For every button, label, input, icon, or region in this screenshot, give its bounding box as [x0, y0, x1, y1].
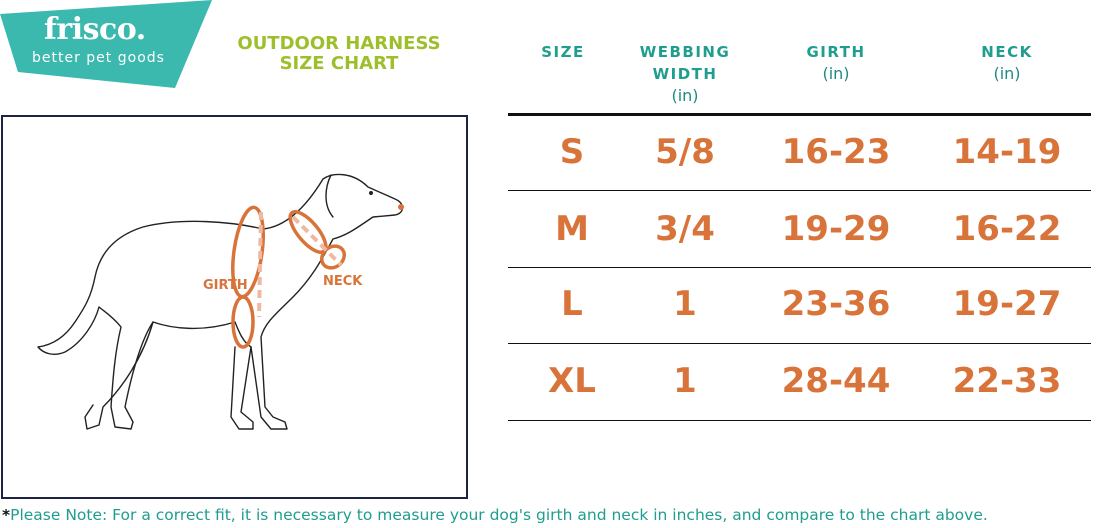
cell-neck: 22-33: [952, 361, 1062, 401]
row-divider: [508, 343, 1091, 344]
header-divider: [508, 113, 1091, 116]
header-girth: GIRTH (in): [806, 43, 866, 83]
row-divider: [508, 267, 1091, 268]
cell-size: S: [559, 132, 585, 172]
logo-name: frisco.: [44, 12, 146, 47]
logo-tagline: better pet goods: [32, 50, 165, 66]
cell-girth: 23-36: [781, 284, 891, 324]
cell-size: L: [561, 284, 583, 324]
frisco-logo: frisco. better pet goods: [0, 0, 220, 92]
cell-webbing-width: 1: [673, 361, 697, 401]
girth-label: GIRTH: [203, 278, 248, 293]
cell-webbing-width: 5/8: [655, 132, 715, 172]
header-neck: NECK (in): [981, 43, 1033, 83]
cell-girth: 19-29: [781, 209, 891, 249]
dog-measurement-diagram: GIRTH NECK: [1, 115, 468, 499]
header-webbing-width: WEBBING WIDTH (in): [639, 43, 731, 105]
cell-size: XL: [548, 361, 596, 401]
header-size: SIZE: [541, 43, 585, 61]
cell-neck: 19-27: [952, 284, 1062, 324]
cell-girth: 16-23: [781, 132, 891, 172]
cell-size: M: [555, 209, 589, 249]
cell-webbing-width: 1: [673, 284, 697, 324]
row-divider: [508, 420, 1091, 421]
cell-neck: 14-19: [952, 132, 1062, 172]
cell-girth: 28-44: [781, 361, 891, 401]
neck-label: NECK: [323, 274, 363, 289]
chart-title: OUTDOOR HARNESS SIZE CHART: [232, 34, 446, 74]
cell-webbing-width: 3/4: [655, 209, 715, 249]
title-line-2: SIZE CHART: [279, 53, 399, 74]
note-text: Please Note: For a correct fit, it is ne…: [10, 506, 988, 524]
fit-note: *Please Note: For a correct fit, it is n…: [2, 506, 988, 524]
note-asterisk: *: [2, 506, 11, 524]
cell-neck: 16-22: [952, 209, 1062, 249]
title-line-1: OUTDOOR HARNESS: [237, 33, 441, 54]
dog-illustration: GIRTH NECK: [37, 173, 404, 430]
row-divider: [508, 190, 1091, 191]
